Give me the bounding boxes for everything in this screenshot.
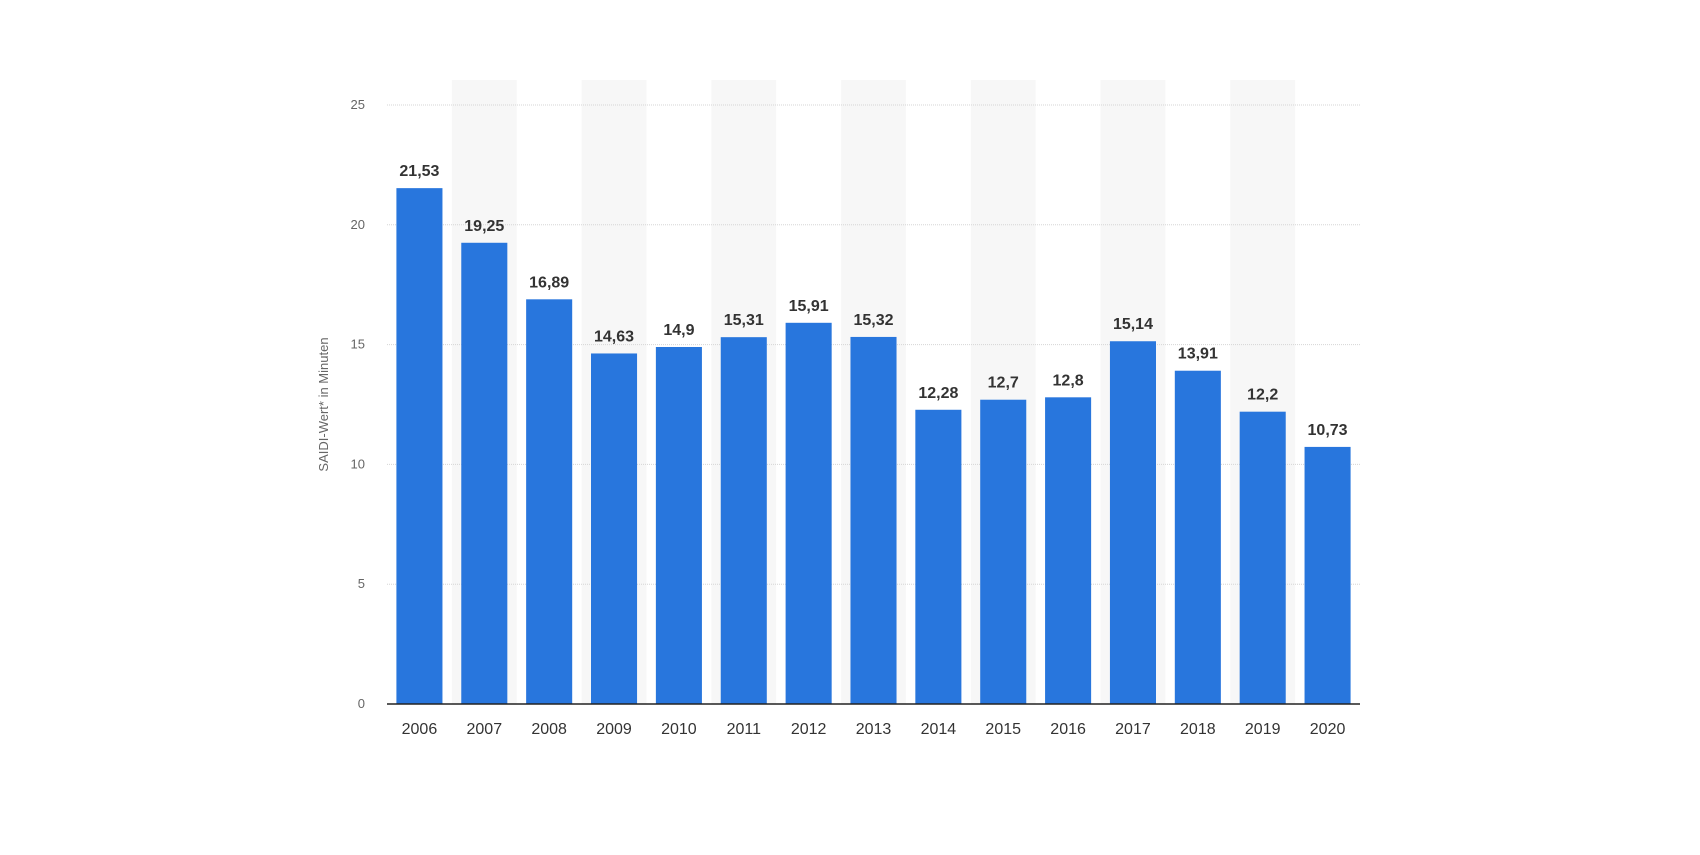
bar[interactable] (850, 336, 897, 704)
y-tick-label: 10 (351, 456, 365, 471)
data-label: 12,28 (918, 385, 958, 402)
bar[interactable] (1174, 370, 1221, 704)
data-label: 14,9 (663, 322, 694, 339)
x-tick-label: 2012 (791, 721, 827, 738)
x-tick-label: 2017 (1115, 721, 1151, 738)
data-label: 13,91 (1178, 346, 1218, 363)
x-tick-label: 2015 (985, 721, 1021, 738)
bar[interactable] (1239, 411, 1286, 704)
x-tick-label: 2008 (531, 721, 567, 738)
bar[interactable] (785, 322, 832, 704)
data-label: 12,8 (1053, 372, 1084, 389)
x-tick-label: 2020 (1310, 721, 1346, 738)
x-tick-label: 2006 (402, 721, 438, 738)
x-tick-label: 2018 (1180, 721, 1216, 738)
bar[interactable] (915, 409, 962, 704)
data-labels: 21,53 19,25 16,89 14,63 14,9 15,31 15,91 15,32 1… (399, 163, 1347, 439)
x-tick-label: 2009 (596, 721, 632, 738)
data-label: 16,89 (529, 274, 569, 291)
data-label: 15,32 (853, 312, 893, 329)
bar[interactable] (1304, 446, 1351, 704)
y-tick-label: 25 (351, 97, 365, 112)
bar[interactable] (1045, 397, 1092, 704)
x-tick-label: 2010 (661, 721, 697, 738)
bar[interactable] (720, 337, 767, 704)
x-axis-ticks: 2006 2007 2008 2009 2010 2011 2012 2013 2014 2015… (402, 721, 1346, 738)
x-tick-label: 2007 (467, 721, 503, 738)
y-axis-title: SAIDI-Wert* in Minuten (316, 337, 331, 471)
data-label: 12,2 (1247, 387, 1278, 404)
bar[interactable] (655, 346, 702, 704)
bar[interactable] (980, 399, 1027, 704)
bar[interactable] (396, 188, 443, 704)
y-tick-label: 15 (351, 337, 365, 352)
y-tick-label: 5 (358, 576, 365, 591)
bar[interactable] (1109, 341, 1156, 704)
x-tick-label: 2019 (1245, 721, 1281, 738)
data-label: 14,63 (594, 328, 634, 345)
bar[interactable] (591, 353, 638, 704)
data-label: 12,7 (988, 375, 1019, 392)
y-tick-label: 0 (358, 696, 365, 711)
x-tick-label: 2016 (1050, 721, 1086, 738)
y-axis-ticks: 0 5 10 15 20 25 (351, 97, 365, 711)
data-label: 10,73 (1308, 422, 1348, 439)
y-tick-label: 20 (351, 217, 365, 232)
data-label: 19,25 (464, 218, 504, 235)
data-label: 15,91 (789, 298, 829, 315)
bar[interactable] (526, 299, 573, 704)
x-tick-label: 2013 (856, 721, 892, 738)
bar[interactable] (461, 242, 508, 704)
x-tick-label: 2014 (921, 721, 957, 738)
data-label: 15,31 (724, 312, 764, 329)
data-label: 15,14 (1113, 316, 1153, 333)
data-label: 21,53 (399, 163, 439, 180)
x-tick-label: 2011 (727, 721, 762, 738)
bars (396, 188, 1351, 704)
